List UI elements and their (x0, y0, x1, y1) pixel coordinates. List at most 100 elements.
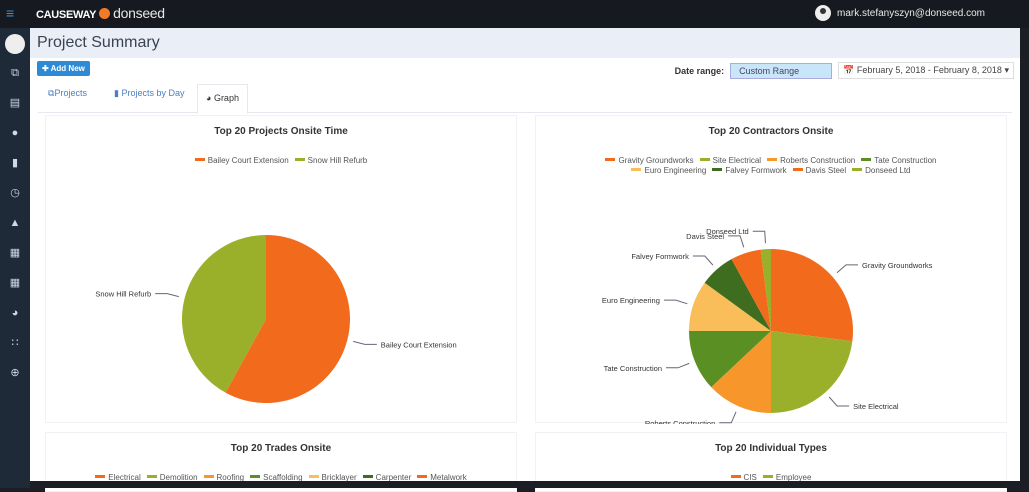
label-connector (752, 230, 766, 244)
tab-bar: ⧉Projects ▮ Projects by Day ◕ Graph (38, 82, 1012, 114)
add-new-button[interactable]: ✚ Add New (37, 61, 90, 76)
bottom-edge (30, 481, 1020, 488)
date-range-picker[interactable]: 📅 February 5, 2018 - February 8, 2018 ▾ (838, 62, 1014, 79)
legend-label: Tate Construction (874, 156, 937, 165)
building-icon[interactable]: ▮ (11, 157, 19, 169)
legend-item[interactable]: Carpenter (362, 473, 412, 483)
legend-label: Falvey Formwork (725, 166, 787, 175)
legend-label: Bailey Court Extension (207, 156, 289, 165)
legend-item[interactable]: Snow Hill Refurb (294, 156, 368, 166)
legend-label: Bricklayer (321, 473, 357, 482)
pie-slice[interactable] (689, 282, 771, 331)
projects-icon[interactable]: ⧉ (11, 67, 19, 79)
bell-icon[interactable]: ▲ (9, 217, 21, 229)
pie-chart: Bailey Court Extension Snow Hill Refurb (95, 235, 457, 404)
legend-item[interactable]: Demolition (146, 473, 198, 483)
legend-item[interactable]: Site Electrical (699, 156, 761, 166)
clock-icon[interactable]: ◷ (10, 187, 20, 199)
chart-title: Top 20 Individual Types (715, 443, 827, 454)
pie-slice[interactable] (225, 235, 350, 404)
label-connector (828, 396, 850, 407)
pie-slice[interactable] (181, 235, 266, 393)
date-range-label: Date range: (674, 65, 725, 76)
slice-label: Roberts Construction (645, 419, 715, 424)
legend-swatch (95, 475, 106, 478)
date-range-select[interactable]: Custom Range (730, 62, 833, 79)
pie-chart: Gravity Groundworks Site Electrical Robert… (602, 227, 933, 424)
caret-down-icon: ▾ (1004, 65, 1009, 75)
pie-slice[interactable] (704, 259, 771, 331)
legend-item[interactable]: Gravity Groundworks (605, 156, 694, 166)
pie-slice[interactable] (771, 331, 853, 413)
legend-swatch (605, 158, 616, 161)
legend-label: Roberts Construction (780, 156, 856, 165)
legend-item[interactable]: Davis Steel (792, 166, 847, 176)
user-avatar-icon[interactable] (5, 34, 25, 54)
legend-swatch (146, 475, 157, 478)
pie-slice[interactable] (760, 249, 771, 331)
slice-label: Euro Engineering (602, 296, 660, 305)
pie-slice[interactable] (771, 249, 853, 342)
label-connector (836, 264, 859, 274)
chart-title: Top 20 Trades Onsite (230, 443, 332, 454)
window-edge (1020, 28, 1029, 488)
user-menu[interactable]: mark.stefanyszyn@donseed.com (815, 5, 985, 21)
projects-icon: ⧉ (48, 88, 55, 98)
product-name: donseed (113, 5, 165, 21)
slice-label: Donseed Ltd (706, 227, 749, 236)
legend-swatch (852, 168, 863, 171)
legend-swatch (712, 168, 723, 171)
tab-graph[interactable]: ◕ Graph (197, 84, 248, 114)
support-icon[interactable]: ⊕ (10, 367, 20, 379)
dashboard-icon[interactable]: ◕ (11, 307, 19, 319)
legend-swatch (250, 475, 261, 478)
chart-panel-projects: Top 20 Projects Onsite Time Bailey Court… (45, 115, 517, 423)
legend-item[interactable]: CIS (730, 473, 757, 483)
legend-item[interactable]: Bricklayer (308, 473, 357, 483)
legend-swatch (861, 158, 872, 161)
label-connector (719, 411, 737, 424)
label-connector (692, 255, 714, 266)
legend-item[interactable]: Employee (762, 473, 811, 483)
label-connector (663, 299, 688, 305)
tab-projects-by-day[interactable]: ▮ Projects by Day (114, 88, 184, 99)
legend-label: Davis Steel (805, 166, 847, 175)
chart-legend: Electrical Demolition Roofing Scaffolding Br… (46, 473, 516, 483)
label-connector (666, 362, 690, 369)
pie-slice[interactable] (731, 249, 771, 331)
legend-label: Metalwork (430, 473, 467, 482)
legend-item[interactable]: Donseed Ltd (852, 166, 911, 176)
chart-legend: Gravity Groundworks Site Electrical Robert… (536, 156, 1006, 176)
brand-name: CAUSEWAY (36, 9, 97, 21)
legend-swatch (762, 475, 773, 478)
table-alt-icon[interactable]: ▦ (9, 277, 21, 289)
legend-label: Snow Hill Refurb (307, 156, 368, 165)
pie-slice[interactable] (711, 331, 771, 413)
label-connector (155, 293, 179, 298)
legend-item[interactable]: Roberts Construction (767, 156, 855, 166)
tab-projects[interactable]: ⧉Projects (48, 88, 87, 99)
legend-item[interactable]: Electrical (95, 473, 141, 483)
grid-icon[interactable]: ∷ (11, 337, 19, 349)
legend-item[interactable]: Metalwork (417, 473, 467, 483)
person-icon[interactable]: ● (11, 127, 19, 139)
legend-item[interactable]: Bailey Court Extension (194, 156, 289, 166)
pie-slice[interactable] (689, 331, 771, 388)
legend-item[interactable]: Tate Construction (861, 156, 937, 166)
legend-item[interactable]: Falvey Formwork (712, 166, 787, 176)
chart-panel-contractors: Top 20 Contractors Onsite Gravity Ground… (535, 115, 1007, 424)
chart-legend: Bailey Court Extension Snow Hill Refurb (46, 156, 516, 166)
legend-item[interactable]: Euro Engineering (631, 166, 706, 176)
table-icon[interactable]: ▦ (9, 247, 21, 259)
chart-icon[interactable]: ▤ (9, 97, 21, 109)
legend-item[interactable]: Scaffolding (250, 473, 303, 483)
logo-icon (99, 8, 111, 19)
tab-label: Graph (213, 93, 239, 103)
legend-swatch (767, 158, 778, 161)
legend-item[interactable]: Roofing (203, 473, 244, 483)
legend-label: Carpenter (375, 473, 412, 482)
chart-title: Top 20 Projects Onsite Time (214, 126, 348, 137)
plus-icon: ✚ (42, 64, 51, 73)
slice-label: Davis Steel (686, 232, 724, 241)
menu-icon[interactable]: ≡ (6, 5, 15, 21)
